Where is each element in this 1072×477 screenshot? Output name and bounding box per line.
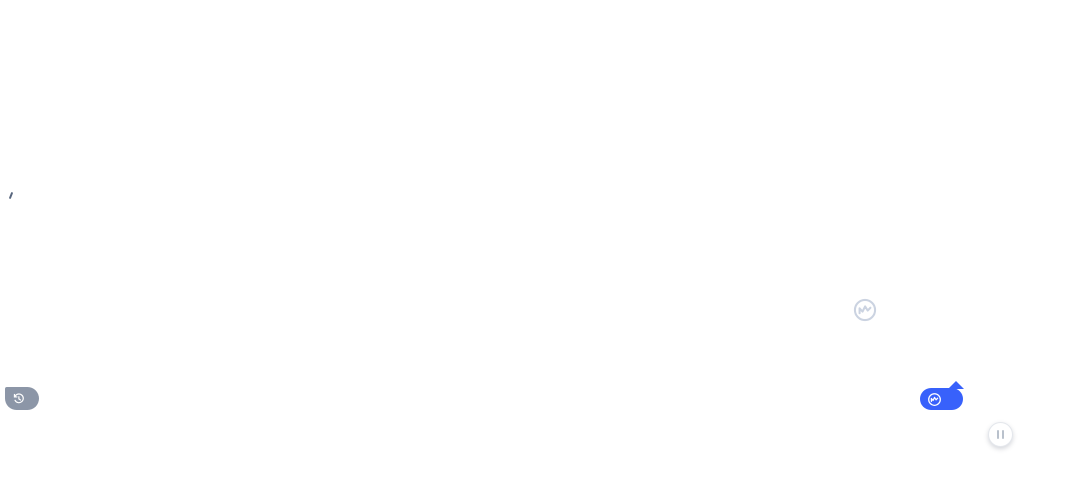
cmc-logo-icon <box>928 392 941 406</box>
history-clock-icon <box>13 393 24 404</box>
history-badge[interactable] <box>5 387 39 410</box>
analyze-button[interactable] <box>920 388 963 410</box>
watermark <box>852 297 885 323</box>
cmc-logo-icon <box>853 298 877 322</box>
baseline-marker-icon <box>8 191 14 200</box>
analyze-pointer-icon <box>948 381 964 389</box>
current-price-badge <box>1012 88 1068 111</box>
drag-handle-icon <box>997 430 999 439</box>
brush-handle[interactable] <box>988 422 1013 447</box>
previous-close-label <box>8 188 21 203</box>
drag-handle-icon <box>1002 430 1004 439</box>
